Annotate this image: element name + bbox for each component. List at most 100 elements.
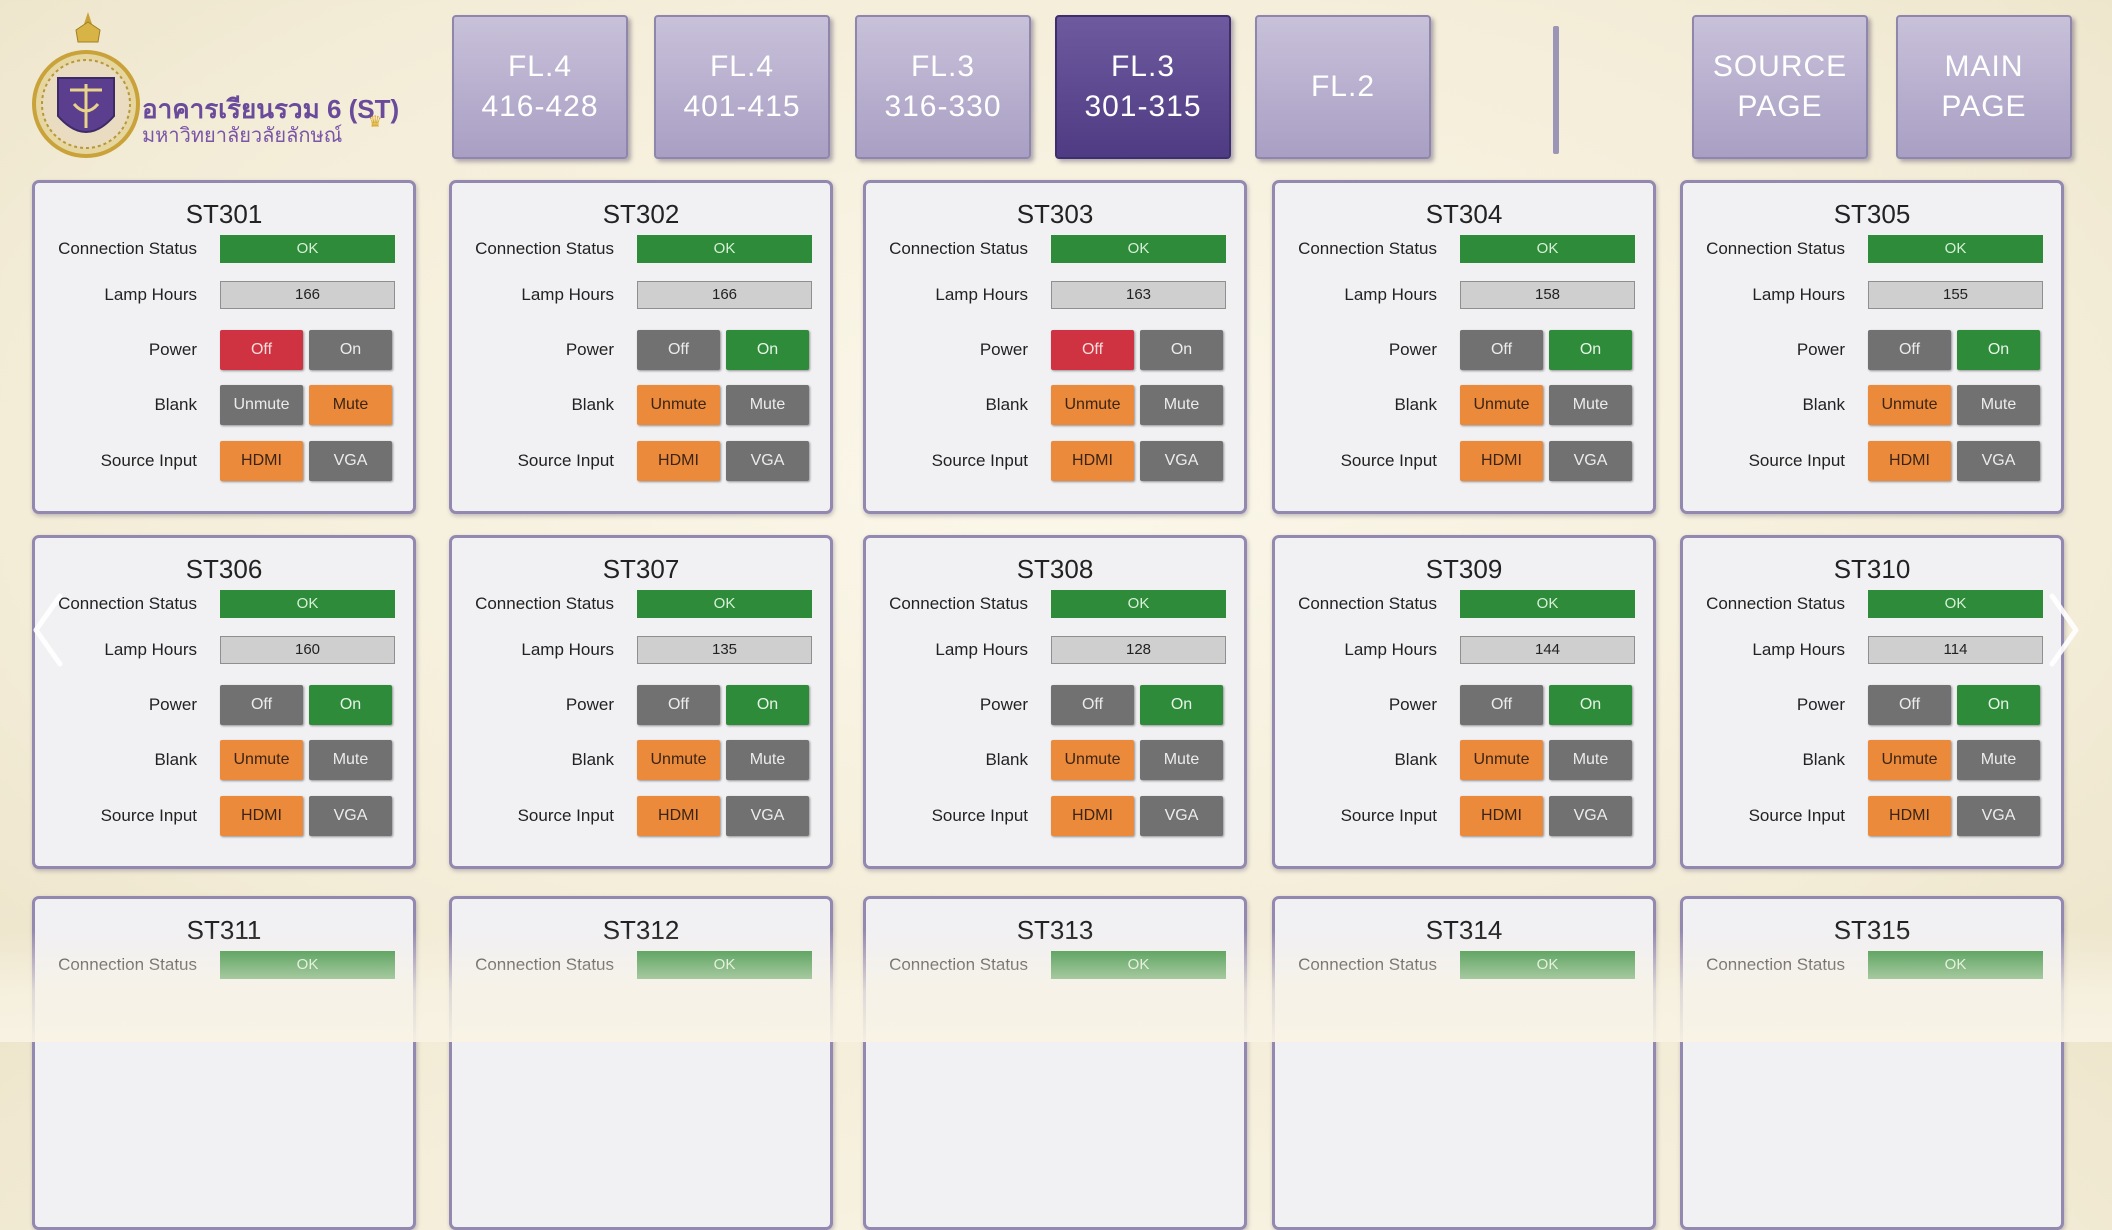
room-title: ST307 bbox=[602, 554, 680, 584]
power-label: Power bbox=[979, 340, 1028, 359]
source-input-label: Source Input bbox=[931, 451, 1028, 470]
source-input-hdmi-button[interactable]: HDMI bbox=[220, 441, 303, 481]
source-input-vga-button[interactable]: VGA bbox=[1957, 441, 2040, 481]
blank-mute-button[interactable]: Mute bbox=[1957, 740, 2040, 780]
power-off-button[interactable]: Off bbox=[637, 330, 720, 370]
source-input-vga-button[interactable]: VGA bbox=[309, 796, 392, 836]
blank-unmute-button[interactable]: Unmute bbox=[220, 740, 303, 780]
connection-status-label: Connection Status bbox=[475, 239, 614, 258]
blank-unmute-button[interactable]: Unmute bbox=[1868, 740, 1951, 780]
nav-fl4-401-415-button[interactable]: FL.4 401-415 bbox=[654, 15, 830, 159]
source-input-vga-button[interactable]: VGA bbox=[1549, 441, 1632, 481]
nav-fl3-301-315-button[interactable]: FL.3 301-315 bbox=[1055, 15, 1231, 159]
power-on-button[interactable]: On bbox=[1140, 685, 1223, 725]
power-off-button[interactable]: Off bbox=[1868, 330, 1951, 370]
source-input-hdmi-button[interactable]: HDMI bbox=[1868, 796, 1951, 836]
nav-fl3-316-330-button[interactable]: FL.3 316-330 bbox=[855, 15, 1031, 159]
nav-divider bbox=[1553, 26, 1559, 154]
blank-mute-button[interactable]: Mute bbox=[726, 740, 809, 780]
power-off-button[interactable]: Off bbox=[1051, 330, 1134, 370]
blank-label: Blank bbox=[1802, 395, 1845, 414]
connection-status-indicator: OK bbox=[1868, 590, 2043, 618]
source-input-hdmi-button[interactable]: HDMI bbox=[1868, 441, 1951, 481]
previous-page-arrow-icon[interactable] bbox=[28, 590, 68, 670]
power-off-button[interactable]: Off bbox=[220, 685, 303, 725]
source-input-hdmi-button[interactable]: HDMI bbox=[1051, 796, 1134, 836]
connection-status-indicator: OK bbox=[1051, 590, 1226, 618]
lamp-hours-label: Lamp Hours bbox=[521, 640, 614, 659]
building-name: อาคารเรียนรวม 6 (ST) bbox=[142, 94, 400, 124]
blank-unmute-button[interactable]: Unmute bbox=[1460, 385, 1543, 425]
connection-status-label: Connection Status bbox=[1706, 239, 1845, 258]
source-input-label: Source Input bbox=[517, 806, 614, 825]
source-input-hdmi-button[interactable]: HDMI bbox=[1460, 796, 1543, 836]
source-input-vga-button[interactable]: VGA bbox=[1140, 441, 1223, 481]
source-input-vga-button[interactable]: VGA bbox=[309, 441, 392, 481]
blank-mute-button[interactable]: Mute bbox=[1549, 385, 1632, 425]
university-seal-icon bbox=[32, 12, 140, 158]
power-on-button[interactable]: On bbox=[309, 330, 392, 370]
source-input-hdmi-button[interactable]: HDMI bbox=[1460, 441, 1543, 481]
power-off-button[interactable]: Off bbox=[220, 330, 303, 370]
power-label: Power bbox=[148, 340, 197, 359]
source-input-vga-button[interactable]: VGA bbox=[1957, 796, 2040, 836]
top-bar: อาคารเรียนรวม 6 (ST) มหาวิทยาลัยวลัยลักษ… bbox=[0, 0, 2112, 170]
blank-mute-button[interactable]: Mute bbox=[1140, 385, 1223, 425]
blank-mute-button[interactable]: Mute bbox=[309, 385, 392, 425]
blank-unmute-button[interactable]: Unmute bbox=[1051, 385, 1134, 425]
power-off-button[interactable]: Off bbox=[1868, 685, 1951, 725]
source-input-vga-button[interactable]: VGA bbox=[1549, 796, 1632, 836]
power-label: Power bbox=[1388, 340, 1437, 359]
room-card-st301: ST301 Connection Status OK Lamp Hours 166 Pow… bbox=[32, 180, 416, 514]
nav-label-line2: PAGE bbox=[1737, 90, 1823, 123]
blank-unmute-button[interactable]: Unmute bbox=[1460, 740, 1543, 780]
blank-unmute-button[interactable]: Unmute bbox=[1868, 385, 1951, 425]
blank-unmute-button[interactable]: Unmute bbox=[220, 385, 303, 425]
power-off-button[interactable]: Off bbox=[1051, 685, 1134, 725]
source-input-hdmi-button[interactable]: HDMI bbox=[637, 796, 720, 836]
lamp-hours-value: 158 bbox=[1460, 281, 1635, 309]
power-on-button[interactable]: On bbox=[1957, 330, 2040, 370]
power-on-button[interactable]: On bbox=[1957, 685, 2040, 725]
lamp-hours-label: Lamp Hours bbox=[1752, 640, 1845, 659]
blank-mute-button[interactable]: Mute bbox=[1549, 740, 1632, 780]
source-page-button[interactable]: SOURCE PAGE bbox=[1692, 15, 1868, 159]
connection-status-label: Connection Status bbox=[1298, 594, 1437, 613]
power-on-button[interactable]: On bbox=[726, 330, 809, 370]
room-card-st310: ST310 Connection Status OK Lamp Hours 114 Pow… bbox=[1680, 535, 2064, 869]
power-on-button[interactable]: On bbox=[1549, 330, 1632, 370]
source-input-vga-button[interactable]: VGA bbox=[726, 441, 809, 481]
power-off-button[interactable]: Off bbox=[1460, 685, 1543, 725]
source-input-hdmi-button[interactable]: HDMI bbox=[1051, 441, 1134, 481]
source-input-vga-button[interactable]: VGA bbox=[1140, 796, 1223, 836]
source-input-hdmi-button[interactable]: HDMI bbox=[637, 441, 720, 481]
power-on-button[interactable]: On bbox=[309, 685, 392, 725]
blank-mute-button[interactable]: Mute bbox=[1957, 385, 2040, 425]
room-card-st308: ST308 Connection Status OK Lamp Hours 128 Pow… bbox=[863, 535, 1247, 869]
lamp-hours-label: Lamp Hours bbox=[935, 285, 1028, 304]
power-off-button[interactable]: Off bbox=[1460, 330, 1543, 370]
room-title: ST310 bbox=[1833, 554, 1911, 584]
nav-fl4-416-428-button[interactable]: FL.4 416-428 bbox=[452, 15, 628, 159]
nav-label-line2: PAGE bbox=[1941, 90, 2027, 123]
next-page-arrow-icon[interactable] bbox=[2044, 590, 2084, 670]
power-on-button[interactable]: On bbox=[1140, 330, 1223, 370]
power-on-button[interactable]: On bbox=[1549, 685, 1632, 725]
blank-mute-button[interactable]: Mute bbox=[1140, 740, 1223, 780]
power-on-button[interactable]: On bbox=[726, 685, 809, 725]
main-page-button[interactable]: MAIN PAGE bbox=[1896, 15, 2072, 159]
power-off-button[interactable]: Off bbox=[637, 685, 720, 725]
lamp-hours-label: Lamp Hours bbox=[104, 640, 197, 659]
blank-unmute-button[interactable]: Unmute bbox=[637, 740, 720, 780]
blank-mute-button[interactable]: Mute bbox=[726, 385, 809, 425]
blank-unmute-button[interactable]: Unmute bbox=[637, 385, 720, 425]
source-input-vga-button[interactable]: VGA bbox=[726, 796, 809, 836]
blank-label: Blank bbox=[985, 395, 1028, 414]
nav-fl2-button[interactable]: FL.2 bbox=[1255, 15, 1431, 159]
blank-mute-button[interactable]: Mute bbox=[309, 740, 392, 780]
room-title: ST305 bbox=[1833, 199, 1911, 229]
room-title: ST302 bbox=[602, 199, 680, 229]
source-input-hdmi-button[interactable]: HDMI bbox=[220, 796, 303, 836]
lamp-hours-value: 128 bbox=[1051, 636, 1226, 664]
blank-unmute-button[interactable]: Unmute bbox=[1051, 740, 1134, 780]
